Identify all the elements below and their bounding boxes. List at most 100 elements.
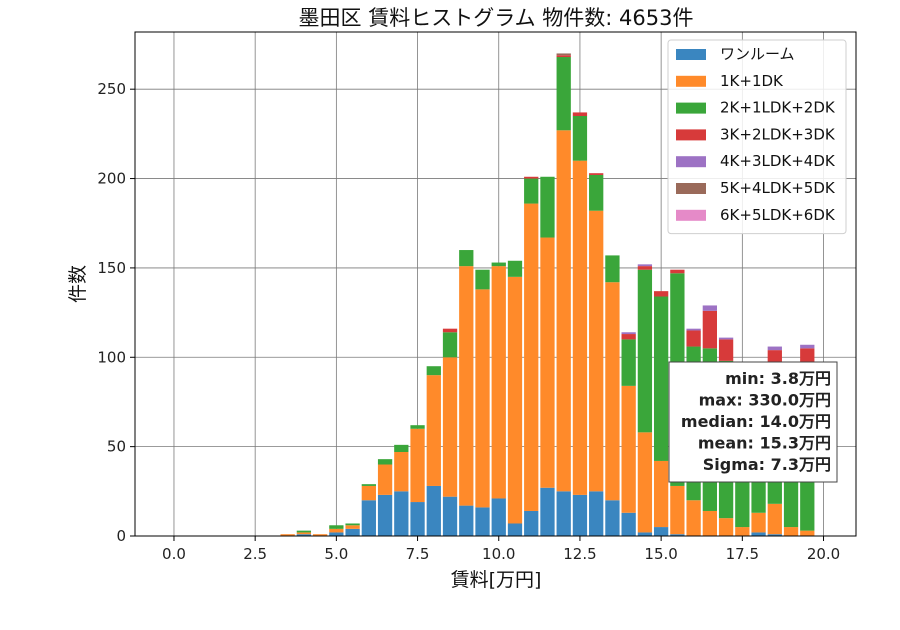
bar-segment: [621, 385, 636, 513]
y-tick-label: 100: [97, 348, 126, 366]
bar-segment: [556, 53, 571, 56]
legend-label: 3K+2LDK+3DK: [720, 125, 836, 143]
bar-segment: [410, 502, 425, 536]
x-tick-label: 0.0: [162, 545, 186, 563]
legend-swatch: [676, 209, 706, 221]
bar-segment: [394, 452, 409, 492]
bar-segment: [605, 255, 620, 283]
bar-segment: [605, 282, 620, 501]
bar-segment: [329, 532, 344, 536]
bar-segment: [735, 527, 750, 536]
bar-segment: [637, 269, 653, 433]
bar-segment: [377, 459, 393, 465]
bar-segment: [621, 339, 636, 386]
y-tick-label: 50: [107, 438, 126, 456]
bar-segment: [751, 532, 766, 536]
bar-segment: [540, 176, 555, 238]
legend-swatch: [676, 75, 706, 87]
stats-box: min: 3.8万円 max: 330.0万円 median: 14.0万円 mean…: [668, 361, 838, 483]
x-tick-label: 15.0: [644, 545, 677, 563]
y-tick-label: 150: [97, 259, 126, 277]
bar-segment: [572, 116, 588, 161]
y-axis-label: 件数: [67, 265, 89, 303]
bar-segment: [475, 507, 490, 536]
bar-segment: [589, 491, 604, 536]
stats-line: min: 3.8万円: [725, 369, 831, 388]
bar-segment: [524, 178, 539, 204]
bar-segment: [296, 532, 312, 535]
bar-segment: [767, 346, 782, 351]
bar-segment: [540, 237, 555, 488]
x-tick-label: 10.0: [482, 545, 515, 563]
legend-swatch: [676, 102, 706, 114]
bar-segment: [605, 500, 620, 536]
bar-segment: [637, 264, 653, 267]
bar-segment: [410, 428, 425, 503]
stats-line: max: 330.0万円: [699, 391, 831, 410]
bar-segment: [702, 305, 717, 311]
bar-segment: [361, 485, 376, 501]
bar-segment: [718, 339, 734, 361]
bar-segment: [783, 527, 799, 536]
bar-segment: [653, 291, 669, 297]
legend-swatch: [676, 129, 706, 141]
legend-swatch: [676, 156, 706, 168]
bar-segment: [394, 444, 409, 452]
x-tick-label: 20.0: [807, 545, 840, 563]
bar-segment: [589, 173, 604, 175]
legend: ワンルーム 1K+1DK 2K+1LDK+2DK 3K+2LDK+3DK 4K+3LDK…: [667, 39, 847, 235]
bar-segment: [475, 269, 490, 290]
bar-segment: [621, 512, 636, 536]
stats-line: mean: 15.3万円: [698, 434, 831, 453]
bar-segment: [459, 250, 474, 267]
bar-segment: [572, 494, 588, 536]
bar-segment: [670, 534, 685, 536]
bar-segment: [718, 518, 734, 536]
bar-segment: [361, 484, 376, 486]
stats-line: median: 14.0万円: [681, 412, 831, 431]
bar-segment: [361, 500, 376, 536]
bar-segment: [345, 525, 360, 529]
bar-segment: [345, 528, 360, 536]
bar-segment: [621, 334, 636, 340]
bar-segment: [442, 357, 458, 497]
legend-swatch: [676, 183, 706, 194]
legend-label: 2K+1LDK+2DK: [720, 99, 836, 117]
bar-segment: [556, 57, 571, 131]
axes-frame: [134, 31, 857, 537]
bar-segment: [767, 534, 782, 536]
bar-segment: [556, 491, 571, 536]
x-tick-label: 7.5: [406, 545, 430, 563]
legend-box: [667, 39, 847, 235]
bar-segment: [426, 375, 441, 486]
bar-segment: [670, 269, 685, 274]
bar-segment: [621, 332, 636, 335]
bar-segment: [637, 432, 653, 533]
x-tick-label: 5.0: [324, 545, 348, 563]
bar-segment: [312, 534, 328, 536]
bar-segment: [800, 344, 815, 349]
x-axis-label: 賃料[万円]: [451, 569, 542, 591]
bar-segment: [491, 262, 506, 267]
x-tick-label: 12.5: [563, 545, 596, 563]
legend-label: 6K+5LDK+6DK: [720, 206, 836, 224]
bar-segment: [637, 266, 653, 270]
bar-segment: [329, 528, 344, 533]
bar-segment: [459, 266, 474, 506]
bar-segment: [767, 503, 782, 535]
bar-segment: [800, 530, 815, 536]
bar-segment: [426, 485, 441, 536]
stats-line: Sigma: 7.3万円: [703, 455, 831, 474]
x-tick-label: 17.5: [726, 545, 759, 563]
bar-segment: [296, 530, 312, 533]
bar-segment: [345, 523, 360, 526]
x-tick-label: 2.5: [243, 545, 267, 563]
bar-segment: [637, 532, 653, 536]
bar-segment: [751, 512, 766, 533]
bar-segment: [718, 337, 734, 340]
bar-segment: [653, 296, 669, 461]
bar-segment: [702, 510, 717, 536]
bar-segment: [556, 55, 571, 58]
bar-segment: [524, 510, 539, 536]
